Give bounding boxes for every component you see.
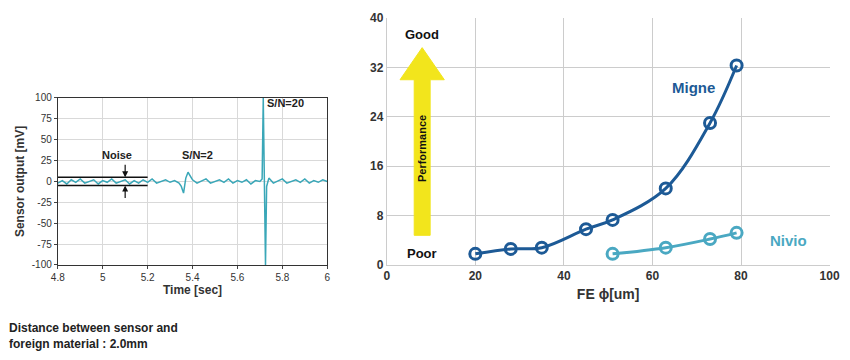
svg-text:0: 0 <box>46 176 52 187</box>
svg-text:16: 16 <box>370 159 384 173</box>
svg-text:25: 25 <box>41 155 53 166</box>
svg-text:Poor: Poor <box>407 246 437 261</box>
svg-text:100: 100 <box>35 92 52 103</box>
svg-text:40: 40 <box>557 269 571 283</box>
svg-text:5.2: 5.2 <box>141 272 155 283</box>
svg-text:5: 5 <box>100 272 106 283</box>
svg-text:60: 60 <box>646 269 660 283</box>
svg-text:FE ϕ[um]: FE ϕ[um] <box>577 286 640 302</box>
svg-text:75: 75 <box>41 113 53 124</box>
svg-text:-100: -100 <box>32 259 52 270</box>
svg-text:S/N=20: S/N=20 <box>267 97 304 109</box>
svg-text:24: 24 <box>370 110 384 124</box>
svg-text:40: 40 <box>370 11 384 25</box>
svg-text:5.4: 5.4 <box>186 272 200 283</box>
svg-text:50: 50 <box>41 134 53 145</box>
svg-text:Performance: Performance <box>416 115 428 182</box>
svg-text:32: 32 <box>370 61 384 75</box>
svg-text:-25: -25 <box>37 197 52 208</box>
svg-text:5.6: 5.6 <box>230 272 244 283</box>
svg-text:Migne: Migne <box>672 79 715 96</box>
svg-text:Good: Good <box>405 27 439 42</box>
svg-text:0: 0 <box>383 269 390 283</box>
svg-text:-50: -50 <box>37 218 52 229</box>
svg-text:Distance between sensor andfor: Distance between sensor andforeign mater… <box>9 321 178 351</box>
svg-text:20: 20 <box>469 269 483 283</box>
svg-text:Time [sec]: Time [sec] <box>163 283 222 297</box>
svg-text:6: 6 <box>324 272 330 283</box>
svg-text:8: 8 <box>377 209 384 223</box>
svg-text:0: 0 <box>377 258 384 272</box>
svg-text:100: 100 <box>820 269 840 283</box>
svg-text:4.8: 4.8 <box>51 272 65 283</box>
svg-text:Noise: Noise <box>102 149 132 161</box>
svg-text:Sensor output [mV]: Sensor output [mV] <box>13 126 27 237</box>
svg-text:5.8: 5.8 <box>275 272 289 283</box>
svg-text:-75: -75 <box>37 239 52 250</box>
svg-text:S/N=2: S/N=2 <box>182 149 213 161</box>
svg-text:Nivio: Nivio <box>770 232 807 249</box>
svg-text:80: 80 <box>734 269 748 283</box>
